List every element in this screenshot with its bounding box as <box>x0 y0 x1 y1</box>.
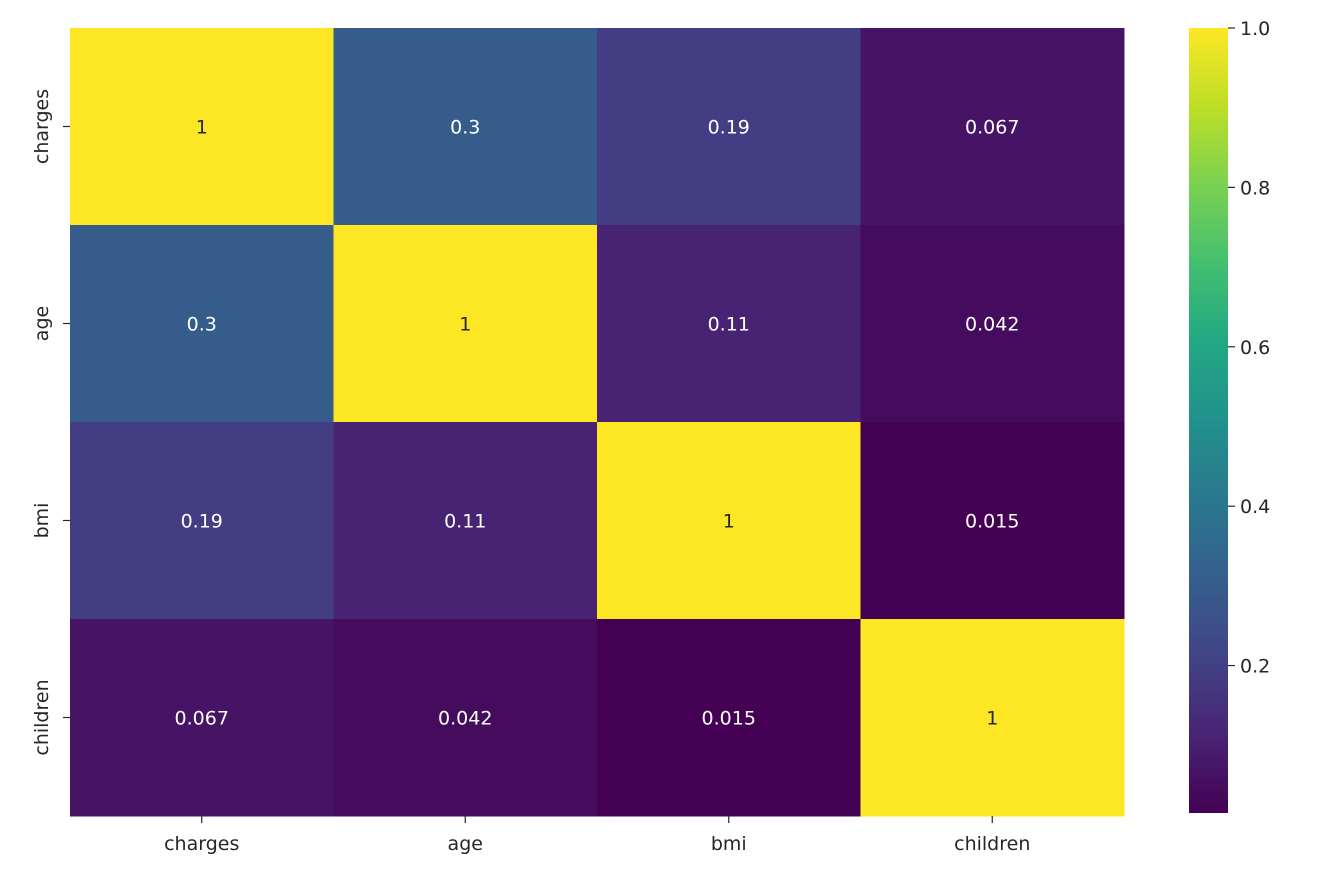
heatmap-cell <box>70 619 334 817</box>
heatmap-cell <box>333 619 598 817</box>
heatmap-cell <box>597 28 861 226</box>
cell-annotation: 0.067 <box>965 117 1019 139</box>
cell-annotation: 0.042 <box>965 314 1019 336</box>
colorbar-tick-label: 0.8 <box>1240 177 1270 199</box>
x-tick-label: children <box>954 833 1030 855</box>
cell-annotation: 0.015 <box>702 708 756 730</box>
heatmap-cell <box>70 422 334 620</box>
cell-annotation: 0.11 <box>444 511 486 533</box>
cell-annotation: 1 <box>196 117 208 139</box>
heatmap-cell <box>70 225 334 423</box>
x-tick-label: bmi <box>711 833 747 855</box>
heatmap-cells <box>70 28 1125 817</box>
y-tick-label: charges <box>31 89 53 164</box>
y-axis: charges age bmi children <box>31 89 70 756</box>
cell-annotation: 1 <box>986 708 998 730</box>
cell-annotation: 0.11 <box>708 314 750 336</box>
heatmap-cell <box>860 422 1125 620</box>
y-tick-label: children <box>31 679 53 755</box>
colorbar-tick-label: 1.0 <box>1240 18 1270 40</box>
heatmap-cell <box>860 28 1125 226</box>
colorbar-tick-label: 0.4 <box>1240 496 1270 518</box>
x-tick-label: age <box>448 833 483 855</box>
heatmap-cell <box>597 225 861 423</box>
cell-annotation: 0.067 <box>175 708 229 730</box>
cell-annotation: 0.19 <box>708 117 750 139</box>
cell-annotation: 1 <box>459 314 471 336</box>
heatmap-cell <box>333 28 598 226</box>
heatmap-cell <box>597 619 861 817</box>
heatmap-cell <box>597 422 861 620</box>
cell-annotation: 0.3 <box>187 314 217 336</box>
x-axis: charges age bmi children <box>164 816 1030 855</box>
cell-annotation: 1 <box>723 511 735 533</box>
y-tick-label: bmi <box>31 503 53 539</box>
colorbar-gradient <box>1189 28 1228 813</box>
heatmap-cell <box>333 422 598 620</box>
cell-annotation: 0.015 <box>965 511 1019 533</box>
colorbar: 0.2 0.4 0.6 0.8 1.0 <box>1189 18 1270 813</box>
colorbar-tick-label: 0.6 <box>1240 337 1270 359</box>
heatmap-cell <box>860 619 1125 817</box>
cell-annotation: 0.042 <box>438 708 492 730</box>
cell-annotation: 0.3 <box>450 117 480 139</box>
heatmap-annotations: 1 0.3 0.19 0.067 0.3 1 0.11 0.042 0.19 0.11 1 0.015… <box>175 117 1020 730</box>
heatmap-cell <box>333 225 598 423</box>
heatmap-cell <box>860 225 1125 423</box>
y-tick-label: age <box>31 306 53 341</box>
cell-annotation: 0.19 <box>181 511 223 533</box>
x-tick-label: charges <box>164 833 239 855</box>
colorbar-tick-label: 0.2 <box>1240 656 1270 678</box>
heatmap-cell <box>70 28 334 226</box>
